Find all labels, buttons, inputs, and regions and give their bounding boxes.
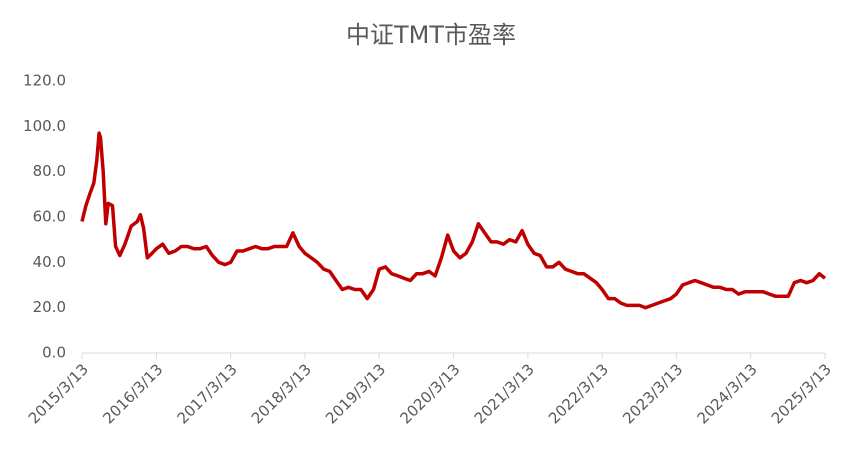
y-tick-label: 40.0	[33, 253, 66, 271]
y-tick-label: 100.0	[23, 117, 66, 135]
x-tick-label: 2018/3/13	[248, 360, 315, 427]
chart-title: 中证TMT市盈率	[346, 21, 516, 49]
y-tick-label: 0.0	[42, 344, 66, 362]
y-tick-label: 80.0	[33, 162, 66, 180]
x-tick-label: 2025/3/13	[768, 360, 835, 427]
x-tick-label: 2022/3/13	[545, 360, 612, 427]
x-tick-label: 2017/3/13	[174, 360, 241, 427]
x-tick-label: 2019/3/13	[322, 360, 389, 427]
line-series	[80, 131, 827, 310]
x-tick-label: 2021/3/13	[471, 360, 538, 427]
x-tick-label: 2024/3/13	[694, 360, 761, 427]
y-tick-label: 20.0	[33, 298, 66, 316]
y-tick-label: 60.0	[33, 208, 66, 226]
x-tick-label: 2015/3/13	[25, 360, 92, 427]
x-tick-label: 2020/3/13	[396, 360, 463, 427]
x-tick-label: 2023/3/13	[619, 360, 686, 427]
x-tick-label: 2016/3/13	[99, 360, 166, 427]
y-tick-label: 120.0	[23, 72, 66, 90]
